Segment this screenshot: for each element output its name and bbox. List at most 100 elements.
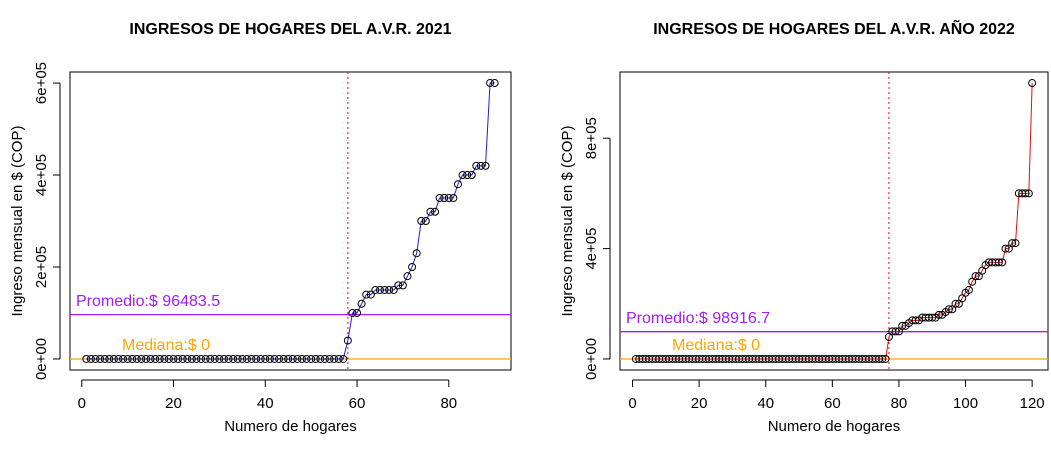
point <box>421 217 430 225</box>
point <box>307 354 316 363</box>
chart-title: INGRESOS DE HOGARES DEL A.V.R. 2021 <box>129 21 451 38</box>
point <box>293 354 302 363</box>
point <box>137 354 146 363</box>
point <box>463 171 472 180</box>
point <box>141 354 150 363</box>
point <box>206 354 215 363</box>
point <box>201 354 210 363</box>
point <box>472 161 481 170</box>
point <box>348 308 357 317</box>
point <box>971 272 980 281</box>
point <box>366 290 375 299</box>
point <box>389 285 398 294</box>
point <box>219 354 228 363</box>
point <box>325 354 334 363</box>
point <box>164 354 173 363</box>
point <box>247 354 256 363</box>
point <box>398 281 407 290</box>
x-axis-label: Numero de hogares <box>224 418 357 435</box>
point <box>169 354 178 363</box>
point <box>467 171 476 180</box>
point <box>343 336 352 345</box>
x-tick-label: 40 <box>257 395 274 412</box>
y-tick-label: 4e+05 <box>33 154 50 196</box>
point <box>233 354 242 363</box>
point <box>123 354 132 363</box>
point <box>426 207 435 216</box>
point <box>160 354 169 363</box>
reference-label: Mediana:$ 0 <box>122 337 210 354</box>
point <box>320 354 329 363</box>
point <box>440 194 449 203</box>
point <box>891 327 900 336</box>
point <box>302 354 311 363</box>
point <box>275 354 284 363</box>
point <box>270 354 279 363</box>
point <box>100 354 109 363</box>
chart-title: INGRESOS DE HOGARES DEL A.V.R. AÑO 2022 <box>653 18 1015 38</box>
point <box>155 354 164 363</box>
x-tick-label: 120 <box>1020 395 1045 412</box>
point <box>96 354 105 363</box>
point <box>1024 189 1033 198</box>
point <box>86 354 95 363</box>
point <box>431 207 440 216</box>
point <box>192 354 201 363</box>
point <box>197 354 206 363</box>
point <box>375 285 384 294</box>
point <box>881 354 890 363</box>
point <box>330 354 339 363</box>
point <box>998 258 1007 267</box>
point <box>174 354 183 363</box>
point <box>1011 239 1020 248</box>
point <box>279 354 288 363</box>
point <box>339 354 348 363</box>
point <box>357 299 366 308</box>
x-tick-label: 100 <box>953 395 978 412</box>
x-tick-label: 20 <box>165 395 182 412</box>
point <box>928 313 937 322</box>
point <box>412 249 421 258</box>
y-tick-label: 4e+05 <box>583 228 600 270</box>
point <box>449 194 458 203</box>
x-tick-label: 60 <box>824 395 841 412</box>
point <box>316 354 325 363</box>
point <box>297 354 306 363</box>
point <box>453 180 462 189</box>
plot: INGRESOS DE HOGARES DEL A.V.R. AÑO 2022 N… <box>559 18 1049 435</box>
x-tick-label: 0 <box>628 395 636 412</box>
plot-box <box>69 71 512 371</box>
point <box>1021 189 1030 198</box>
point <box>215 354 224 363</box>
point <box>334 354 343 363</box>
point <box>1028 79 1037 88</box>
point <box>944 305 953 314</box>
point <box>224 354 233 363</box>
point <box>964 285 973 294</box>
point <box>265 354 274 363</box>
point <box>481 161 490 170</box>
point <box>229 354 238 363</box>
point <box>242 354 251 363</box>
point <box>187 354 196 363</box>
point <box>898 321 907 330</box>
y-axis-label: Ingreso mensual en $ (COP) <box>9 126 26 317</box>
point <box>435 194 444 203</box>
point <box>252 354 261 363</box>
point <box>408 262 417 271</box>
point <box>1008 239 1017 248</box>
point <box>109 354 118 363</box>
point <box>284 354 293 363</box>
point <box>132 354 141 363</box>
point <box>178 354 187 363</box>
reference-label: Mediana:$ 0 <box>672 337 760 354</box>
y-tick-label: 0e+00 <box>583 338 600 380</box>
point <box>458 171 467 180</box>
reference-label: Promedio:$ 96483.5 <box>76 293 220 310</box>
point <box>417 217 426 225</box>
point <box>105 354 114 363</box>
y-tick-label: 6e+05 <box>33 62 50 104</box>
point <box>934 310 943 319</box>
point <box>1001 244 1010 253</box>
